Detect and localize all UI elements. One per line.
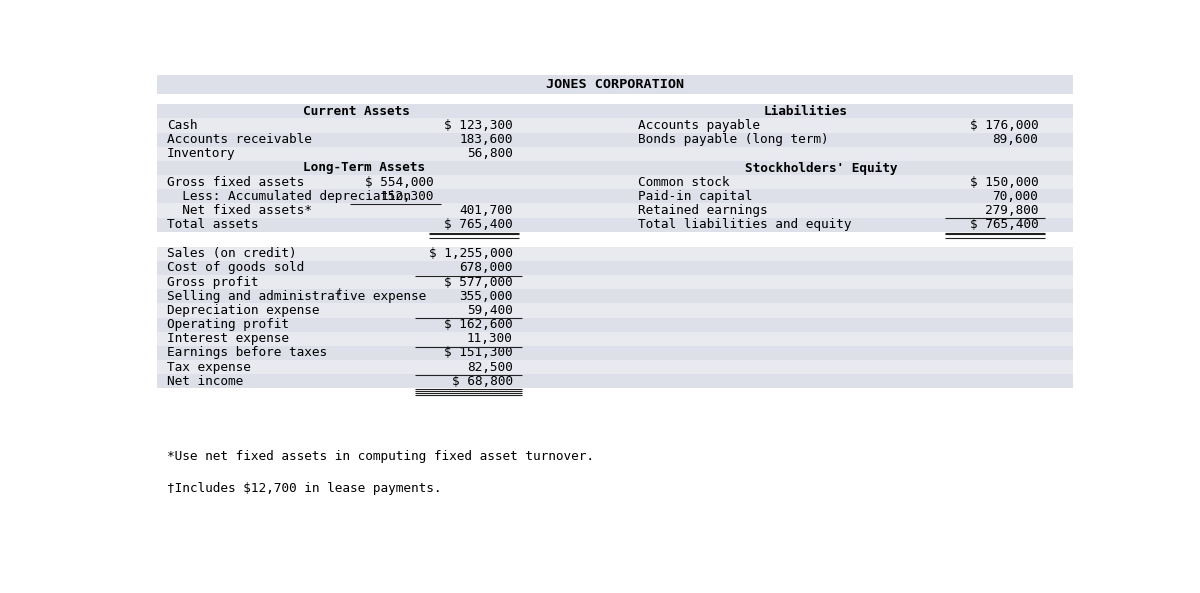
- Text: †: †: [336, 288, 342, 296]
- Text: Total assets: Total assets: [167, 218, 258, 231]
- Text: Net income: Net income: [167, 375, 242, 388]
- Bar: [157, 75, 1073, 94]
- Text: 183,600: 183,600: [460, 133, 512, 146]
- Bar: [157, 161, 1073, 175]
- Text: Cost of goods sold: Cost of goods sold: [167, 262, 304, 275]
- Text: Stockholders' Equity: Stockholders' Equity: [745, 161, 898, 174]
- Bar: [157, 146, 1073, 161]
- Text: †Includes $12,700 in lease payments.: †Includes $12,700 in lease payments.: [167, 483, 442, 496]
- Text: 82,500: 82,500: [467, 361, 512, 374]
- Bar: [157, 119, 1073, 133]
- Text: Liabilities: Liabilities: [764, 105, 847, 118]
- Text: Net fixed assets*: Net fixed assets*: [167, 204, 312, 217]
- Text: Less: Accumulated depreciation: Less: Accumulated depreciation: [167, 190, 410, 203]
- Text: Retained earnings: Retained earnings: [638, 204, 768, 217]
- Text: $ 577,000: $ 577,000: [444, 276, 512, 289]
- Text: $ 176,000: $ 176,000: [970, 119, 1038, 132]
- Text: 152,300: 152,300: [380, 190, 433, 203]
- Text: Total liabilities and equity: Total liabilities and equity: [638, 218, 852, 231]
- Text: *Use net fixed assets in computing fixed asset turnover.: *Use net fixed assets in computing fixed…: [167, 451, 594, 464]
- Text: $ 1,255,000: $ 1,255,000: [428, 247, 512, 260]
- Text: 70,000: 70,000: [992, 190, 1038, 203]
- Bar: [157, 218, 1073, 232]
- Text: 11,300: 11,300: [467, 332, 512, 345]
- Bar: [157, 289, 1073, 304]
- Text: $ 151,300: $ 151,300: [444, 346, 512, 359]
- Bar: [157, 346, 1073, 360]
- Text: Accounts payable: Accounts payable: [638, 119, 761, 132]
- Text: $ 123,300: $ 123,300: [444, 119, 512, 132]
- Text: Accounts receivable: Accounts receivable: [167, 133, 312, 146]
- Bar: [157, 304, 1073, 317]
- Text: Current Assets: Current Assets: [304, 105, 410, 118]
- Text: Bonds payable (long term): Bonds payable (long term): [638, 133, 829, 146]
- Text: Cash: Cash: [167, 119, 197, 132]
- Text: Inventory: Inventory: [167, 147, 235, 160]
- Text: Gross profit: Gross profit: [167, 276, 258, 289]
- Text: Gross fixed assets: Gross fixed assets: [167, 176, 304, 189]
- Text: Tax expense: Tax expense: [167, 361, 251, 374]
- Text: 59,400: 59,400: [467, 304, 512, 317]
- Text: Selling and administrative expense: Selling and administrative expense: [167, 290, 426, 303]
- Bar: [157, 175, 1073, 189]
- Text: 279,800: 279,800: [985, 204, 1038, 217]
- Text: 678,000: 678,000: [460, 262, 512, 275]
- Text: Paid-in capital: Paid-in capital: [638, 190, 752, 203]
- Text: Sales (on credit): Sales (on credit): [167, 247, 296, 260]
- Bar: [157, 360, 1073, 374]
- Bar: [157, 317, 1073, 331]
- Bar: [157, 275, 1073, 289]
- Text: $ 765,400: $ 765,400: [970, 218, 1038, 231]
- Text: Long-Term Assets: Long-Term Assets: [304, 161, 426, 174]
- Text: 355,000: 355,000: [460, 290, 512, 303]
- Text: Interest expense: Interest expense: [167, 332, 289, 345]
- Text: Operating profit: Operating profit: [167, 318, 289, 331]
- Bar: [157, 247, 1073, 261]
- Text: JONES CORPORATION: JONES CORPORATION: [546, 78, 684, 91]
- Text: 56,800: 56,800: [467, 147, 512, 160]
- Text: $ 162,600: $ 162,600: [444, 318, 512, 331]
- Text: Depreciation expense: Depreciation expense: [167, 304, 319, 317]
- Bar: [157, 104, 1073, 119]
- Text: $ 68,800: $ 68,800: [451, 375, 512, 388]
- Text: Earnings before taxes: Earnings before taxes: [167, 346, 326, 359]
- Text: $ 554,000: $ 554,000: [365, 176, 433, 189]
- Bar: [157, 203, 1073, 218]
- Bar: [157, 133, 1073, 146]
- Bar: [157, 374, 1073, 388]
- Bar: [157, 261, 1073, 275]
- Bar: [157, 331, 1073, 346]
- Bar: [157, 189, 1073, 203]
- Text: 401,700: 401,700: [460, 204, 512, 217]
- Text: 89,600: 89,600: [992, 133, 1038, 146]
- Text: Common stock: Common stock: [638, 176, 730, 189]
- Text: $ 150,000: $ 150,000: [970, 176, 1038, 189]
- Text: $ 765,400: $ 765,400: [444, 218, 512, 231]
